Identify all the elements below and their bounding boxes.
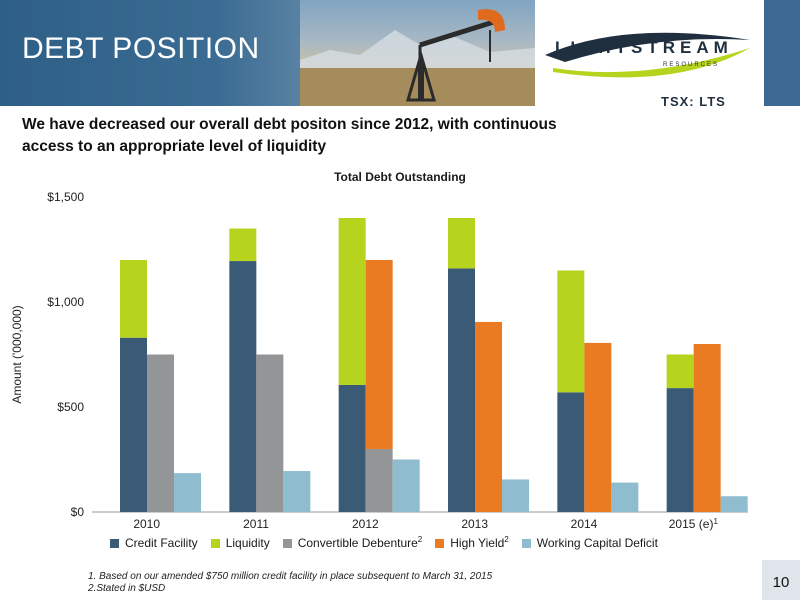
legend-item-high-yield: High Yield2: [435, 536, 509, 550]
bar-liquidity: [666, 354, 694, 389]
legend-label: Convertible Debenture2: [297, 535, 423, 551]
y-axis-label: Amount ('000,000): [10, 305, 24, 403]
bar-working-capital-deficit: [392, 459, 420, 512]
x-tick-label: 2011: [243, 517, 269, 531]
legend-swatch: [521, 538, 531, 548]
bar-credit-facility: [666, 388, 694, 512]
y-tick-label: $500: [57, 400, 84, 414]
bar-high-yield: [584, 342, 612, 512]
x-tick-label: 2012: [352, 517, 379, 531]
x-tick-label: 2010: [133, 517, 160, 531]
bar-credit-facility: [229, 261, 257, 512]
bar-working-capital-deficit: [174, 473, 201, 512]
bar-liquidity: [557, 270, 585, 393]
bar-working-capital-deficit: [611, 482, 639, 512]
page-number: 10: [772, 574, 790, 591]
ticker-symbol: TSX: LTS: [661, 94, 726, 109]
bar-liquidity: [120, 260, 147, 338]
legend-swatch: [282, 538, 292, 548]
bar-high-yield: [693, 344, 721, 512]
footnotes: 1. Based on our amended $750 million cre…: [88, 571, 492, 595]
footnote-2: 2.Stated in $USD: [88, 583, 166, 594]
slide-subtitle: We have decreased our overall debt posit…: [22, 116, 557, 155]
legend-item-credit-facility: Credit Facility: [110, 536, 198, 550]
header-right-strip: [764, 0, 800, 106]
logo-subtext: RESOURCES: [663, 62, 720, 68]
bar-liquidity: [448, 218, 475, 269]
debt-bar-chart: $0 $500 $1,000 $1,500 Amount ('000,000) 2010 2…: [10, 190, 748, 532]
footnote-1: 1. Based on our amended $750 million cre…: [88, 571, 493, 582]
page-title: DEBT POSITION: [22, 32, 260, 65]
y-tick-label: $1,500: [47, 190, 84, 204]
legend-swatch: [435, 538, 445, 548]
legend-label: Liquidity: [225, 536, 270, 550]
legend-swatch: [210, 538, 220, 548]
bar-credit-facility: [557, 392, 585, 512]
bar-convertible-debenture: [147, 354, 174, 512]
bar-high-yield: [475, 321, 502, 512]
x-tick-label: 2015 (e)1: [669, 517, 719, 532]
oil-pumpjack-photo: [300, 0, 535, 106]
bar-high-yield: [365, 260, 393, 449]
bar-working-capital-deficit: [283, 471, 311, 512]
company-logo: LIGHTSTREAM RESOURCES TSX: LTS: [535, 0, 764, 109]
legend-label: High Yield2: [450, 535, 509, 551]
logo-wordmark: LIGHTSTREAM: [555, 38, 733, 57]
bar-credit-facility: [448, 268, 475, 512]
bar-working-capital-deficit: [502, 479, 529, 512]
bar-convertible-debenture: [365, 449, 393, 512]
legend-label: Credit Facility: [125, 536, 198, 550]
legend-item-liquidity: Liquidity: [210, 536, 270, 550]
legend-item-convertible-debenture: Convertible Debenture2: [282, 535, 423, 551]
x-tick-label: 2013: [461, 517, 488, 531]
chart-legend: Credit Facility Liquidity Convertible Debe…: [110, 536, 671, 550]
x-tick-label: 2014: [571, 517, 598, 531]
bar-credit-facility: [120, 337, 147, 512]
y-tick-label: $0: [71, 505, 85, 519]
bar-credit-facility: [338, 384, 366, 512]
bar-convertible-debenture: [256, 354, 284, 512]
legend-label: Working Capital Deficit: [536, 536, 658, 550]
bar-liquidity: [229, 228, 257, 262]
legend-item-working-capital-deficit: Working Capital Deficit: [521, 536, 658, 550]
page-number-box: 10: [762, 560, 800, 600]
y-tick-label: $1,000: [47, 295, 84, 309]
bar-working-capital-deficit: [720, 496, 748, 512]
legend-swatch: [110, 538, 119, 548]
chart-title: Total Debt Outstanding: [334, 170, 466, 184]
bar-liquidity: [338, 218, 366, 385]
